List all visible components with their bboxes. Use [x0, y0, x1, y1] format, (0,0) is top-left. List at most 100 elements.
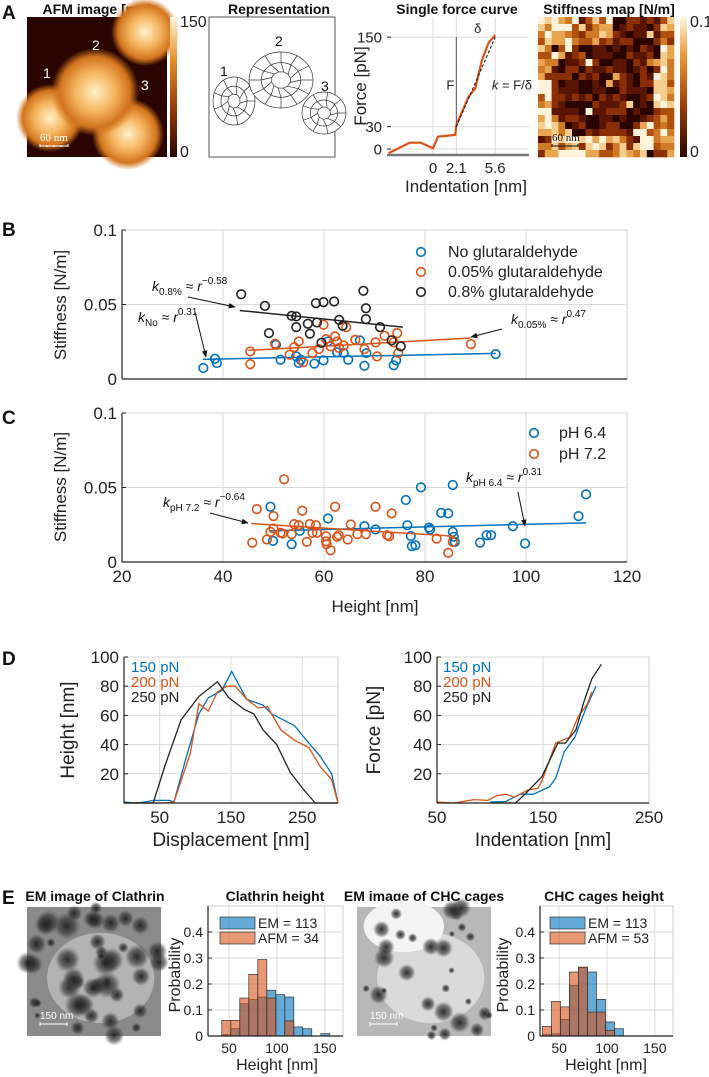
stiffness-map-cell	[633, 38, 641, 46]
legend-swatch	[549, 916, 586, 930]
em-clathrin-title: EM image of Clathrin	[25, 888, 164, 904]
stiffness-map-cell	[606, 73, 614, 81]
em-chc-scalebar-label: 150 nm	[370, 1011, 403, 1022]
hist-bar-afm	[560, 1006, 570, 1037]
stiffness-map-cell	[640, 59, 648, 67]
series-line	[123, 670, 339, 804]
stiffness-map-cell	[612, 150, 620, 158]
stiffness-map-cell	[565, 66, 573, 74]
stiffness-map-cell	[660, 31, 668, 39]
stiffness-map-cell	[633, 31, 641, 39]
stiffness-map-title: Stiffness map [N/m]	[543, 1, 674, 17]
stiffness-map-cell	[612, 73, 620, 81]
stiffness-map-cell	[606, 136, 614, 144]
force-label: F	[446, 77, 454, 92]
stiffness-map-cell	[572, 143, 580, 151]
legend-entry: 150 pN	[131, 659, 179, 676]
data-point	[286, 539, 297, 550]
em-particle	[380, 987, 388, 994]
stiffness-map-cell	[599, 66, 607, 74]
stiffness-map-cell	[619, 136, 627, 144]
data-point	[316, 337, 327, 348]
y-tick-label: 0.1	[93, 404, 117, 423]
stiffness-map-cell	[633, 136, 641, 144]
stiffness-map-cell	[572, 122, 580, 130]
y-tick-label: 30	[365, 119, 382, 136]
y-tick-label: 150	[357, 29, 382, 46]
stiffness-map-cell	[572, 94, 580, 102]
stiffness-map-cell	[544, 94, 552, 102]
stiffness-map-cell	[544, 122, 552, 130]
stiffness-map-cell	[572, 101, 580, 109]
formula-k: k	[492, 77, 500, 92]
stiffness-map-cell	[640, 143, 648, 151]
series-group	[221, 959, 331, 1037]
stiffness-map-cell	[599, 136, 607, 144]
stiffness-map-cell	[633, 52, 641, 60]
stiffness-map-cell	[646, 87, 654, 95]
stiffness-map-cell	[646, 24, 654, 32]
legend-entry: 250 pN	[131, 689, 179, 706]
stiffness-map-cell	[585, 87, 593, 95]
em-particle	[469, 1022, 485, 1037]
stiffness-map-cell	[633, 73, 641, 81]
em-particle	[465, 931, 476, 942]
stiffness-scalebar-label: 60 nm	[552, 132, 580, 144]
stiffness-map-cell	[619, 59, 627, 67]
stiffness-map-cell	[578, 129, 586, 137]
afm-scalebar-label: 60 nm	[40, 132, 68, 144]
data-point	[297, 505, 308, 516]
stiffness-map-cell	[565, 115, 573, 123]
panel-label-d: D	[2, 649, 16, 670]
stiffness-map-cell	[551, 94, 559, 102]
stiffness-map-cell	[612, 59, 620, 67]
stiffness-map-cell	[626, 24, 634, 32]
hist-bar-afm	[284, 1020, 295, 1037]
stiffness-map-cell	[626, 143, 634, 151]
power-law-annotation: kpH 7.2 ≈ r−0.64	[163, 492, 245, 514]
stiffness-map-cell	[572, 59, 580, 67]
data-point	[275, 354, 286, 365]
stiffness-map-cell	[578, 59, 586, 67]
em-particle	[132, 1003, 148, 1019]
series-group	[123, 670, 339, 804]
stiffness-map-cell	[660, 59, 668, 67]
data-point	[245, 346, 256, 357]
stiffness-map-cell	[612, 31, 620, 39]
em-image-chc-cages	[357, 897, 493, 1041]
stiffness-map-cell	[660, 150, 668, 158]
stiffness-map-cell	[667, 66, 675, 74]
em-clathrin-scalebar-label: 150 nm	[40, 1011, 73, 1022]
stiffness-map-cell	[606, 108, 614, 116]
stiffness-map-cell	[578, 17, 586, 25]
stiffness-vs-height-glutaraldehyde: 0 0.05 0.1 Stiffness [N/m] No glutaraldehyde…	[51, 221, 628, 389]
stiffness-map-cell	[565, 80, 573, 88]
data-point	[332, 531, 343, 542]
stiffness-map-cell	[667, 129, 675, 137]
stiffness-map-cell	[565, 94, 573, 102]
stiffness-map-cell	[592, 73, 600, 81]
representation-title: Representation	[228, 1, 330, 17]
em-particle	[407, 933, 418, 943]
stiffness-map-cell	[612, 38, 620, 46]
stiffness-map-cell	[612, 143, 620, 151]
stiffness-map-cell	[653, 31, 661, 39]
stiffness-map-cell	[619, 52, 627, 60]
fit-line	[202, 352, 496, 361]
data-point	[415, 482, 427, 493]
stiffness-map-cell	[653, 150, 661, 158]
stiffness-map-cell	[667, 143, 675, 151]
force-vs-indentation-plot: 50 150 250 20 40 60 80 100 Indentation [nm] Force…	[364, 648, 663, 851]
stiffness-map-cell	[660, 136, 668, 144]
stiffness-map-cell	[578, 38, 586, 46]
legend-marker	[415, 286, 427, 298]
em-particle	[131, 966, 151, 986]
y-tick-label: 40	[100, 736, 119, 755]
data-point	[325, 545, 336, 556]
annotation-k: k	[138, 309, 146, 325]
stiffness-map-cell	[653, 38, 661, 46]
legend-marker	[528, 427, 540, 439]
annotation-sub: 0.05%	[518, 320, 546, 331]
stiffness-map-cell	[572, 38, 580, 46]
stiffness-map-cell	[653, 52, 661, 60]
